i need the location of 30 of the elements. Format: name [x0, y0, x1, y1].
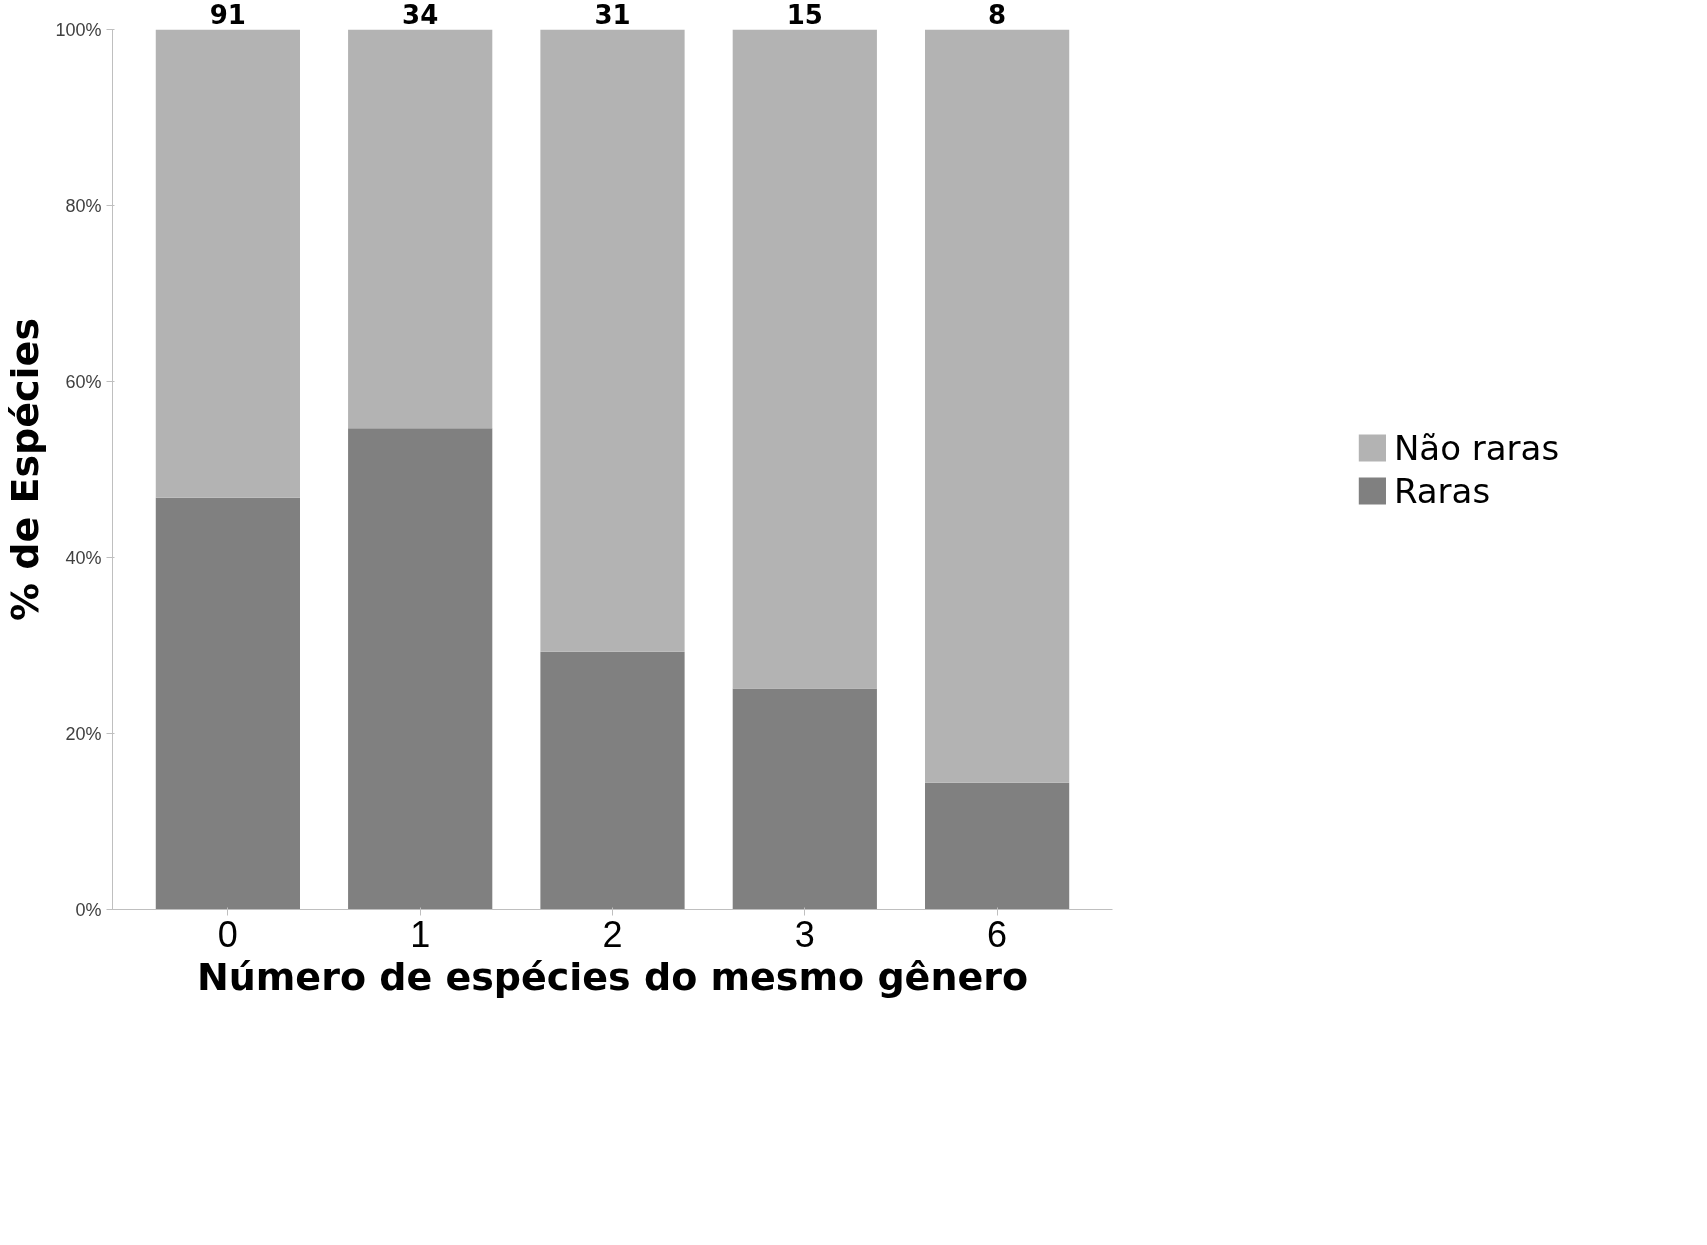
bar	[925, 29, 1070, 783]
x-tick-label: 2	[602, 913, 623, 955]
bar	[155, 29, 300, 498]
y-axis-title: % de Espécies	[3, 318, 48, 621]
y-tick-label: 100%	[55, 19, 102, 40]
x-tick-label: 1	[410, 913, 431, 955]
y-tick-label: 0%	[75, 899, 102, 920]
y-tick-label: 40%	[65, 547, 102, 568]
annotation: 8	[988, 0, 1007, 30]
x-tick-label: 6	[987, 913, 1008, 955]
y-tick-label: 20%	[65, 723, 102, 744]
annotation: 91	[209, 0, 246, 30]
annotation: 15	[786, 0, 823, 30]
bar	[540, 651, 685, 910]
legend-label: Raras	[1393, 470, 1491, 511]
bar	[732, 29, 877, 689]
bar	[348, 428, 493, 910]
legend-label: Não raras	[1393, 427, 1560, 468]
bar	[732, 688, 877, 910]
bar	[925, 782, 1070, 910]
y-tick-label: 80%	[65, 195, 102, 216]
x-axis-title: Número de espécies do mesmo gênero	[196, 954, 1029, 999]
bar	[540, 29, 685, 652]
x-tick-label: 0	[217, 913, 238, 955]
x-tick-label: 3	[794, 913, 815, 955]
bar	[155, 497, 300, 910]
annotation: 31	[594, 0, 631, 30]
bar	[348, 29, 493, 429]
y-tick-label: 60%	[65, 371, 102, 392]
annotation: 34	[402, 0, 439, 30]
